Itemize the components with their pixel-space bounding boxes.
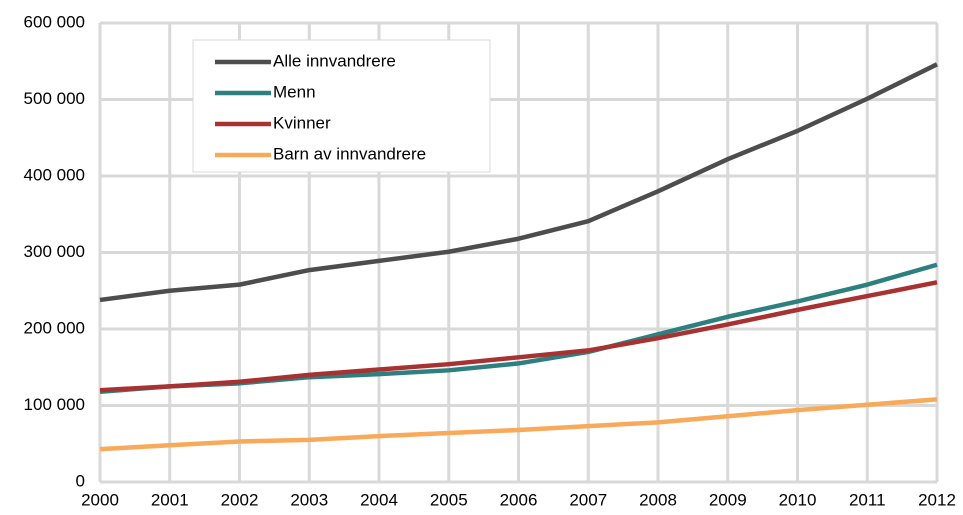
x-tick-label: 2002 bbox=[221, 490, 259, 509]
x-tick-label: 2003 bbox=[290, 490, 328, 509]
line-series bbox=[99, 280, 938, 393]
x-tick-label: 2007 bbox=[569, 490, 607, 509]
x-tick-label: 2001 bbox=[151, 490, 189, 509]
line-series bbox=[99, 62, 938, 303]
line-series bbox=[99, 397, 938, 452]
y-tick-label: 0 bbox=[76, 471, 85, 490]
x-tick-label: 2008 bbox=[639, 490, 677, 509]
legend-label: Barn av innvandrere bbox=[273, 144, 426, 163]
x-tick-label: 2010 bbox=[779, 490, 817, 509]
x-tick-label: 2012 bbox=[918, 490, 956, 509]
x-tick-label: 2011 bbox=[849, 490, 886, 509]
legend-label: Menn bbox=[273, 82, 316, 101]
y-tick-label: 500 000 bbox=[24, 89, 85, 108]
x-tick-label: 2004 bbox=[360, 490, 398, 509]
x-tick-label: 2006 bbox=[500, 490, 538, 509]
y-tick-label: 300 000 bbox=[24, 242, 85, 261]
x-tick-label: 2005 bbox=[430, 490, 468, 509]
x-tick-label: 2000 bbox=[81, 490, 119, 509]
y-tick-label: 100 000 bbox=[24, 395, 85, 414]
y-tick-label: 200 000 bbox=[24, 318, 85, 337]
y-tick-label: 400 000 bbox=[24, 165, 85, 184]
x-tick-label: 2009 bbox=[709, 490, 747, 509]
legend-label: Alle innvandrere bbox=[273, 51, 396, 70]
legend-label: Kvinner bbox=[273, 113, 331, 132]
y-tick-label: 600 000 bbox=[24, 12, 85, 31]
